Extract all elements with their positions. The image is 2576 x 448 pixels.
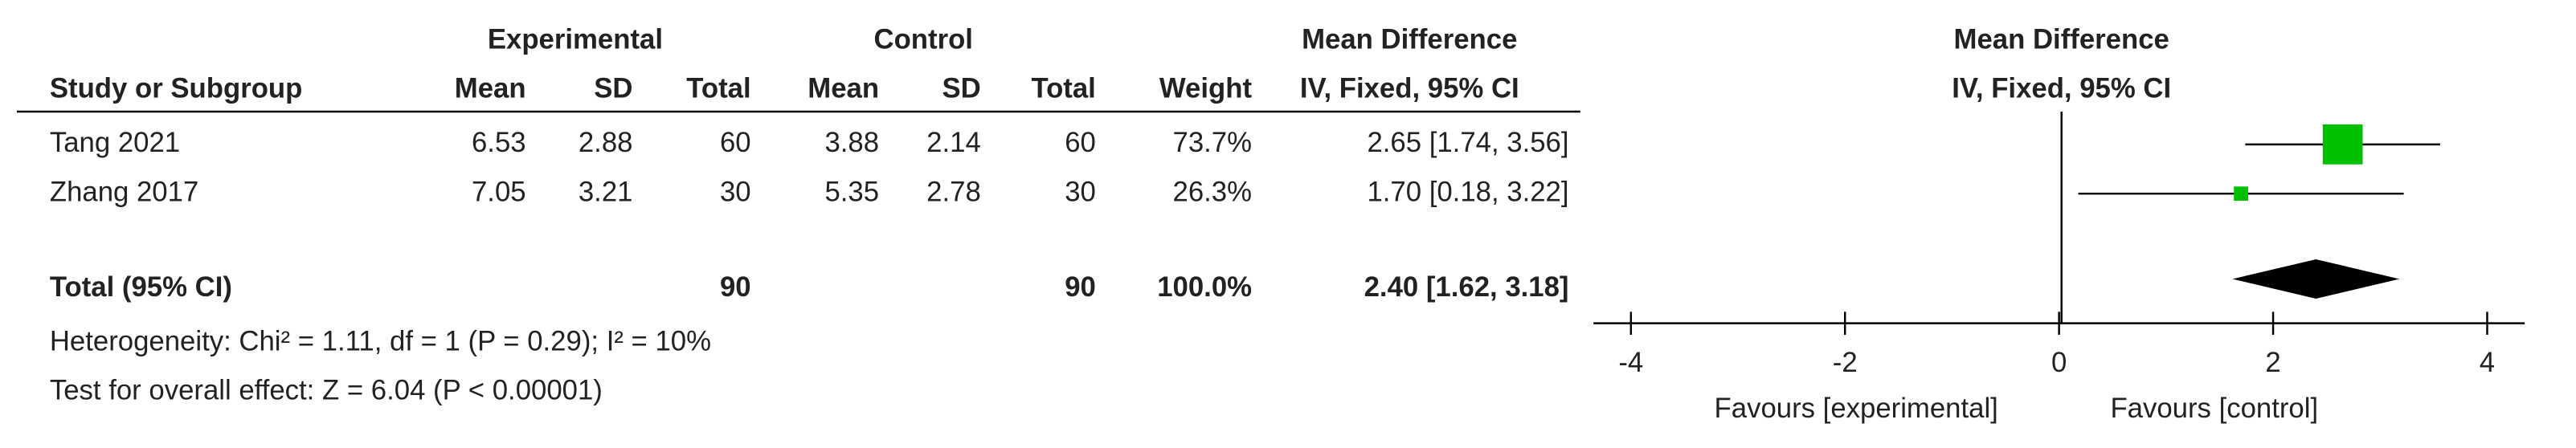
total-diamond xyxy=(2232,259,2400,299)
cell: 60 xyxy=(1065,128,1096,158)
column-header: Total xyxy=(686,74,750,104)
column-header: Mean xyxy=(808,74,879,104)
column-header: Study or Subgroup xyxy=(50,74,303,104)
cell: 6.53 xyxy=(472,128,526,158)
cell: 3.21 xyxy=(579,177,633,207)
study-name: Zhang 2017 xyxy=(50,177,198,207)
x-tick-label: 4 xyxy=(2480,348,2495,378)
cell: 5.35 xyxy=(824,177,879,207)
favours-label: Favours [experimental] xyxy=(1715,393,1998,424)
favours-label: Favours [control] xyxy=(2110,393,2318,424)
cell: 30 xyxy=(720,177,751,207)
cell: 2.14 xyxy=(926,128,981,158)
cell: 30 xyxy=(1065,177,1096,207)
total-name: Total (95% CI) xyxy=(50,272,232,303)
study-name: Tang 2021 xyxy=(50,128,180,158)
cell: 90 xyxy=(1065,272,1096,303)
study-square xyxy=(2322,124,2363,165)
ci-text: 2.40 [1.62, 3.18] xyxy=(1364,272,1569,303)
cell: 3.88 xyxy=(824,128,879,158)
column-header: Total xyxy=(1031,74,1095,104)
cell: 7.05 xyxy=(472,177,526,207)
column-header: Mean xyxy=(455,74,526,104)
column-header: IV, Fixed, 95% CI xyxy=(1300,74,1519,104)
column-header: Weight xyxy=(1159,74,1253,104)
study-square xyxy=(2234,186,2248,202)
plot-header: IV, Fixed, 95% CI xyxy=(1952,74,2171,104)
cell: 2.88 xyxy=(579,128,633,158)
cell: 90 xyxy=(720,272,751,303)
column-header: SD xyxy=(942,74,981,104)
ci-text: 1.70 [0.18, 3.22] xyxy=(1367,177,1568,207)
cell: 2.78 xyxy=(926,177,981,207)
cell: 60 xyxy=(720,128,751,158)
group-header: Experimental xyxy=(488,24,663,55)
cell: 26.3% xyxy=(1173,177,1253,207)
cell: 73.7% xyxy=(1173,128,1253,158)
plot-header: Mean Difference xyxy=(1954,24,2169,55)
column-header: SD xyxy=(594,74,632,104)
heterogeneity: Heterogeneity: Chi² = 1.11, df = 1 (P = … xyxy=(50,326,711,356)
overall-effect: Test for overall effect: Z = 6.04 (P < 0… xyxy=(50,376,603,406)
x-tick-label: 0 xyxy=(2051,348,2067,378)
x-tick-label: 2 xyxy=(2265,348,2280,378)
cell: 100.0% xyxy=(1157,272,1252,303)
group-header: Control xyxy=(873,24,972,55)
x-tick-label: -4 xyxy=(1618,348,1643,378)
group-header: Mean Difference xyxy=(1302,24,1517,55)
x-tick-label: -2 xyxy=(1833,348,1858,378)
ci-text: 2.65 [1.74, 3.56] xyxy=(1367,128,1568,158)
